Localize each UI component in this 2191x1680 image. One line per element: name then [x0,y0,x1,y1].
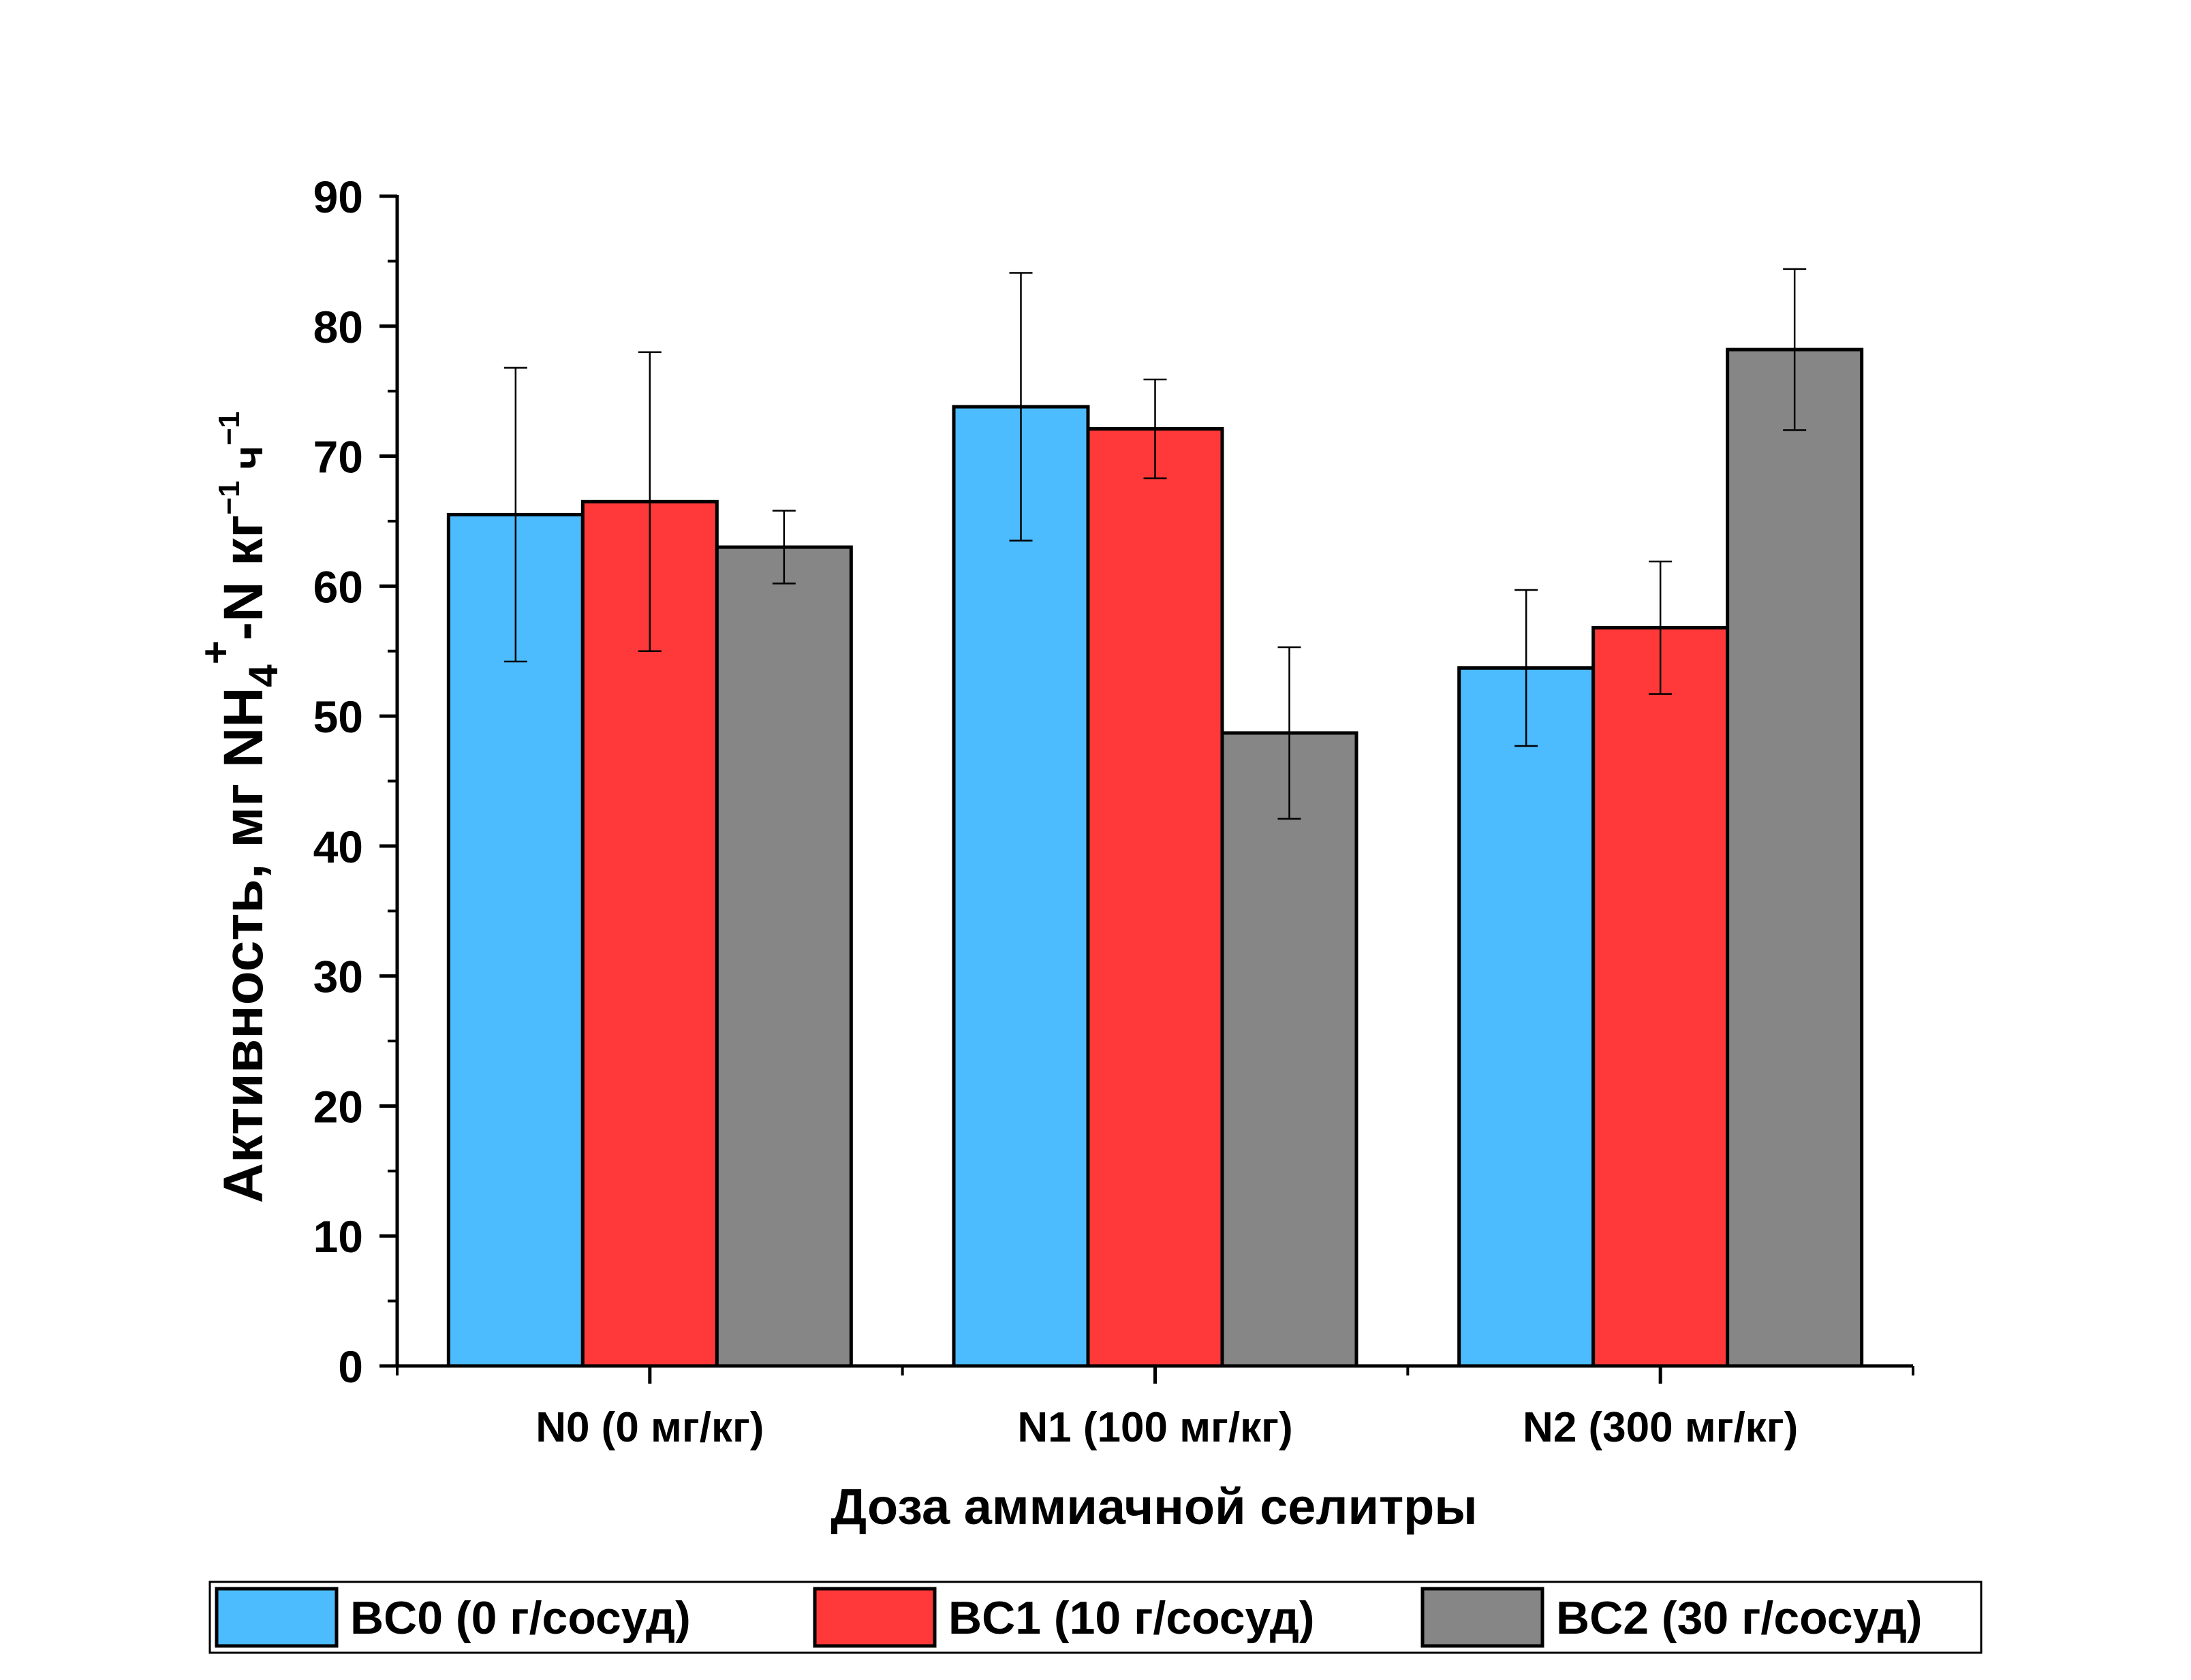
y-axis-label: Активность, мг NH4+-N кг−1 ч−1 [193,411,286,1203]
bar-3-1 [715,545,853,1368]
x-tick-label-1: N0 (0 мг/кг) [535,1404,764,1451]
y-tick-label-40: 40 [313,822,363,872]
legend-swatch-1 [215,1587,339,1648]
legend: BC0 (0 г/сосуд) BC1 (10 г/сосуд) BC2 (30 г… [208,1581,1983,1654]
bar-3-3 [1726,347,1864,1368]
error-bars-layer [503,268,1807,820]
bar-2-2 [1086,426,1224,1368]
y-tick-label-0: 0 [338,1341,363,1392]
x-tick-label-2: N1 (100 мг/кг) [1017,1404,1292,1451]
x-tick-label-3: N2 (300 мг/кг) [1523,1404,1798,1451]
y-tick-label-70: 70 [313,432,363,482]
x-ticks-layer: N0 (0 мг/кг) N1 (100 мг/кг) N2 (300 мг/кг) [396,1366,1914,1451]
y-tick-label-10: 10 [313,1211,363,1262]
bar-3-2 [1220,731,1358,1368]
y-tick-label-90: 90 [313,172,363,222]
bar-2-3 [1591,625,1730,1368]
y-tick-label-80: 80 [313,302,363,352]
legend-swatch-2 [813,1587,937,1648]
y-tick-label-60: 60 [313,561,363,612]
x-axis-label: Доза аммиачной селитры [830,1478,1477,1535]
bars-layer [446,347,1864,1368]
legend-label-2: BC1 (10 г/сосуд) [948,1592,1315,1644]
y-tick-label-50: 50 [313,691,363,742]
legend-swatch-3 [1420,1587,1544,1648]
legend-label-1: BC0 (0 г/сосуд) [350,1592,691,1644]
y-ticks-layer: 0 10 20 30 40 50 60 70 80 90 [313,172,397,1392]
legend-label-3: BC2 (30 г/сосуд) [1556,1592,1923,1644]
y-tick-label-30: 30 [313,952,363,1002]
bar-1-2 [952,405,1090,1368]
legend-box [208,1581,1983,1654]
bar-1-3 [1457,666,1596,1368]
y-tick-label-20: 20 [313,1081,363,1132]
